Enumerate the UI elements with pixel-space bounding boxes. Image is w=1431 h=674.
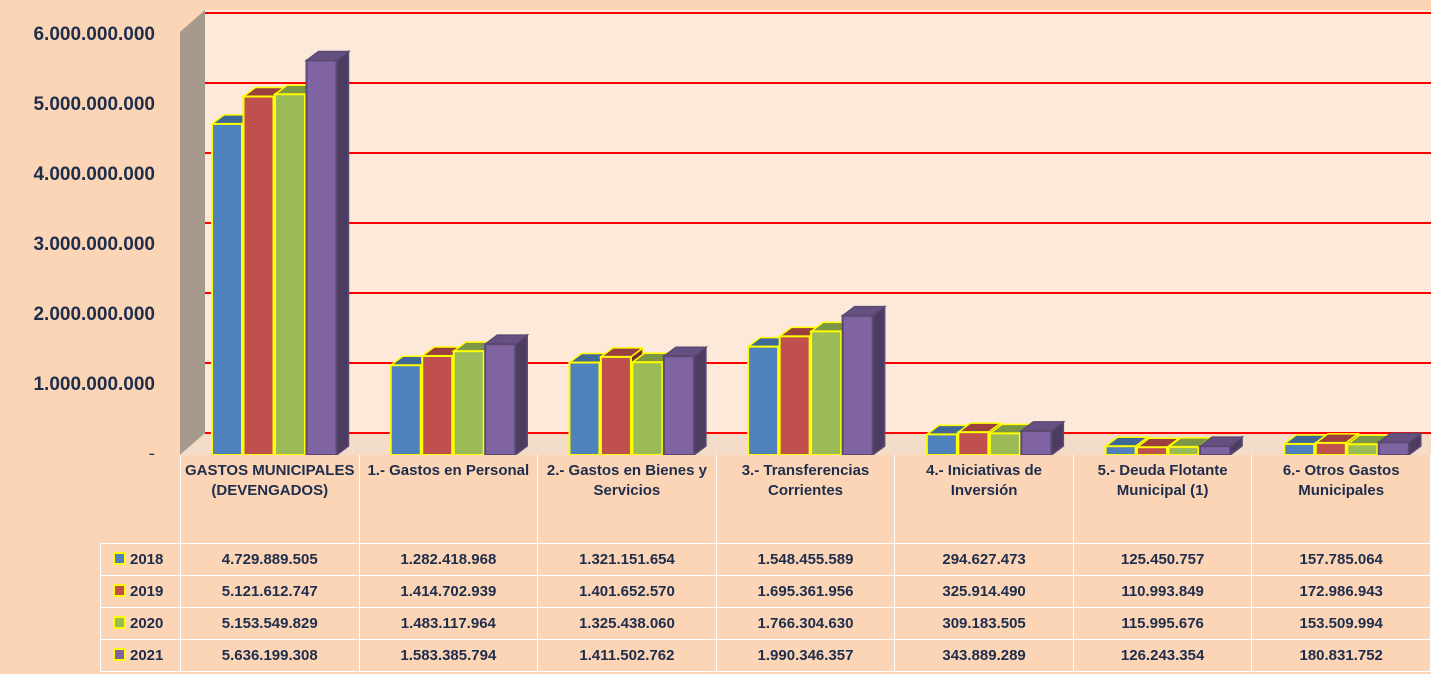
data-label: 110.993.849: [1072, 575, 1253, 608]
y-tick-label: 6.000.000.000: [33, 24, 155, 45]
data-label: 1.766.304.630: [715, 607, 896, 640]
bar: [925, 433, 958, 455]
bar: [747, 345, 780, 455]
legend-entry: 2018: [100, 543, 181, 576]
data-label: 115.995.676: [1072, 607, 1253, 640]
data-label: 153.509.994: [1251, 607, 1431, 640]
data-label: 5.121.612.747: [179, 575, 360, 608]
x-tick-label: 3.- Transferencias Corrientes: [715, 455, 896, 544]
x-tick-label: 4.- Iniciativas de Inversión: [894, 455, 1074, 544]
bar: [242, 95, 275, 455]
x-tick-label: 2.- Gastos en Bienes y Servicios: [537, 455, 717, 544]
data-label: 1.483.117.964: [358, 607, 539, 640]
bar: [1167, 445, 1200, 455]
y-tick-label: 1.000.000.000: [33, 374, 155, 395]
corner: [101, 455, 181, 544]
series-row: 2021 5.636.199.308 1.583.385.794 1.411.502.…: [100, 639, 1431, 672]
data-label: 1.321.151.654: [537, 543, 717, 576]
y-tick-label: 2.000.000.000: [33, 304, 155, 325]
bar: [568, 361, 601, 455]
legend-label: 2021: [130, 647, 164, 664]
plot: - 1.000.000.000 2.000.000.000 3.000.000.000…: [33, 10, 1431, 455]
series-row: 2018 4.729.889.505 1.282.418.968 1.321.151.…: [100, 543, 1431, 576]
legend-swatch: [113, 616, 126, 629]
data-label: 126.243.354: [1072, 639, 1253, 672]
data-label: 309.183.505: [894, 607, 1074, 640]
bar: [1346, 443, 1379, 455]
bar: [841, 314, 874, 455]
data-label: 343.889.289: [894, 639, 1074, 672]
bar: [631, 361, 664, 455]
data-label: 5.153.549.829: [179, 607, 360, 640]
data-label: 1.282.418.968: [358, 543, 539, 576]
legend-label: 2020: [130, 615, 164, 632]
bar: [452, 350, 485, 455]
bar: [389, 364, 422, 455]
series-row: 2020 5.153.549.829 1.483.117.964 1.325.438.…: [100, 607, 1431, 640]
legend-swatch: [113, 648, 126, 661]
data-label: 180.831.752: [1251, 639, 1431, 672]
bar: [305, 59, 338, 455]
data-label: 1.401.652.570: [537, 575, 717, 608]
data-label: 1.583.385.794: [358, 639, 539, 672]
bar: [1314, 441, 1347, 455]
legend-swatch: [113, 552, 126, 565]
legend-entry: 2020: [100, 607, 181, 640]
data-label: 1.548.455.589: [715, 543, 896, 576]
data-label: 1.414.702.939: [358, 575, 539, 608]
bar: [810, 330, 843, 455]
legend-swatch: [113, 584, 126, 597]
data-label: 1.325.438.060: [537, 607, 717, 640]
bar: [988, 432, 1021, 455]
bar: [1104, 445, 1137, 455]
bar: [662, 355, 695, 455]
y-tick-label: 5.000.000.000: [33, 94, 155, 115]
bar: [778, 335, 811, 455]
data-label: 172.986.943: [1251, 575, 1431, 608]
data-table: GASTOS MUNICIPALES (DEVENGADOS) 1.- Gasto…: [100, 455, 1431, 672]
bar: [1136, 446, 1169, 455]
y-tick-label: -: [149, 444, 155, 455]
data-label: 325.914.490: [894, 575, 1074, 608]
data-label: 4.729.889.505: [179, 543, 360, 576]
legend-label: 2018: [130, 551, 164, 568]
y-tick-label: 3.000.000.000: [33, 234, 155, 255]
header-row: GASTOS MUNICIPALES (DEVENGADOS) 1.- Gasto…: [101, 455, 1431, 544]
data-label: 125.450.757: [1072, 543, 1253, 576]
bar: [1199, 445, 1232, 455]
bar: [1020, 429, 1053, 455]
x-tick-label: 6.- Otros Gastos Municipales: [1251, 455, 1431, 544]
data-label: 5.636.199.308: [179, 639, 360, 672]
legend-entry: 2019: [100, 575, 181, 608]
data-label: 1.695.361.956: [715, 575, 896, 608]
bar: [957, 431, 990, 455]
bar-side: [335, 49, 350, 455]
bar: [484, 343, 517, 455]
side-wall: [180, 10, 205, 455]
data-label: 294.627.473: [894, 543, 1074, 576]
bar: [421, 354, 454, 455]
legend-entry: 2021: [100, 639, 181, 672]
legend-label: 2019: [130, 583, 164, 600]
data-label: 1.990.346.357: [715, 639, 896, 672]
bar: [599, 355, 632, 455]
x-tick-label: 5.- Deuda Flotante Municipal (1): [1072, 455, 1253, 544]
x-tick-label: 1.- Gastos en Personal: [358, 455, 539, 544]
bar: [1283, 442, 1316, 455]
data-label: 157.785.064: [1251, 543, 1431, 576]
data-label: 1.411.502.762: [537, 639, 717, 672]
bar: [1377, 441, 1410, 455]
bar: [211, 122, 243, 455]
x-tick-label: GASTOS MUNICIPALES (DEVENGADOS): [179, 455, 360, 544]
bar-side: [514, 333, 528, 455]
bar-side: [871, 305, 886, 455]
series-row: 2019 5.121.612.747 1.414.702.939 1.401.652.…: [100, 575, 1431, 608]
bar-side: [693, 345, 707, 455]
y-tick-label: 4.000.000.000: [33, 164, 155, 185]
bar: [274, 93, 306, 455]
